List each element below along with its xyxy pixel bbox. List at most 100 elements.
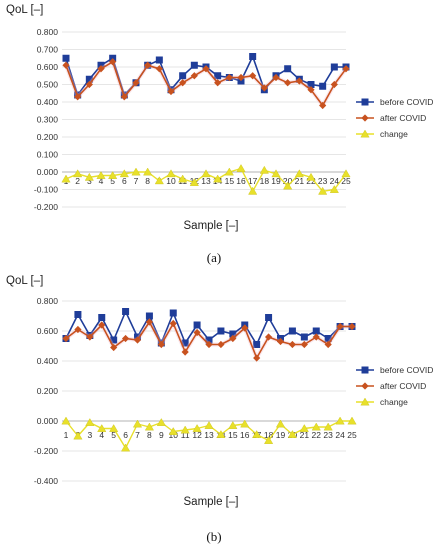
y-axis-title: QoL [–]: [6, 275, 43, 287]
legend-label: before COVID: [380, 365, 433, 375]
x-tick-label: 8: [145, 176, 150, 186]
series-line: [65, 55, 346, 96]
data-point: [342, 65, 350, 73]
series-before-covid: [62, 53, 350, 99]
data-point: [265, 314, 273, 321]
data-point: [300, 333, 308, 341]
y-tick-label: 0.800: [37, 296, 59, 306]
data-point: [98, 321, 106, 329]
data-point: [275, 419, 286, 428]
data-point: [229, 334, 237, 343]
y-tick-label: -0.200: [34, 446, 58, 456]
data-point: [73, 431, 83, 440]
y-gridlines: [62, 31, 346, 208]
data-point: [109, 58, 117, 66]
data-point: [241, 324, 249, 332]
x-tick-label: 9: [159, 430, 164, 440]
legend-swatch-marker: [361, 98, 369, 106]
data-point: [193, 328, 201, 337]
data-point: [253, 354, 261, 362]
data-point: [180, 425, 190, 434]
chart-panel-b: QoL [–] 0.800 0.600 0.400 0.200 0.000 -0.200 -…: [6, 275, 433, 544]
data-point: [253, 341, 261, 348]
legend-swatch-marker: [361, 114, 369, 122]
data-point: [193, 321, 201, 329]
legend-swatch-marker: [360, 129, 370, 138]
data-point: [110, 336, 118, 344]
data-point: [145, 318, 154, 326]
data-point: [259, 165, 269, 174]
data-point: [335, 416, 345, 425]
y-tick-label: 0.800: [37, 27, 59, 37]
data-point: [248, 186, 258, 195]
data-point: [169, 319, 177, 328]
x-tick-label: 22: [312, 430, 322, 440]
y-tick-label: 0.400: [37, 97, 59, 107]
data-point: [181, 348, 189, 356]
series-layer: [61, 308, 357, 452]
data-point: [341, 169, 351, 178]
x-tick-label: 24: [335, 430, 345, 440]
x-tick-label: 6: [123, 430, 128, 440]
x-tick-label: 11: [181, 430, 190, 440]
data-point: [61, 174, 71, 183]
data-point: [133, 336, 142, 344]
legend-label: change: [380, 129, 408, 139]
data-point: [324, 340, 332, 349]
y-tick-label: -0.200: [34, 202, 58, 212]
x-tick-label: 18: [260, 176, 270, 186]
data-point: [312, 327, 320, 335]
x-tick-label: 21: [295, 176, 305, 186]
legend-swatch-marker: [360, 397, 370, 406]
data-point: [109, 424, 119, 432]
x-tick-label: 10: [166, 176, 176, 186]
data-point: [204, 421, 214, 429]
legend-label: after COVID: [380, 381, 426, 391]
data-point: [236, 164, 246, 172]
data-point: [276, 337, 285, 346]
x-tick-label: 23: [323, 430, 333, 440]
data-point: [295, 77, 303, 85]
y-tick-labels: 0.800 0.700 0.600 0.500 0.400 0.300 0.200 0.100…: [34, 27, 58, 212]
x-tick-label: 12: [192, 430, 202, 440]
x-tick-label: 10: [169, 430, 179, 440]
data-point: [307, 81, 315, 88]
data-point: [97, 424, 107, 432]
data-point: [260, 84, 268, 92]
x-tick-label: 3: [87, 176, 92, 186]
legend: before COVID after COVID change: [356, 97, 433, 139]
data-point: [249, 53, 257, 60]
data-point: [190, 72, 198, 80]
chart-panel-a: QoL [–] 0.8000.7000.6000.5000.4000.3000.…: [6, 4, 433, 265]
data-point: [157, 340, 165, 349]
x-tick-label: 25: [341, 176, 351, 186]
data-point: [264, 436, 274, 444]
data-point: [179, 79, 187, 87]
y-tick-label: 0.100: [37, 150, 59, 160]
data-point: [306, 172, 316, 181]
data-point: [144, 422, 154, 431]
data-point: [97, 65, 105, 73]
x-tick-label: 22: [306, 176, 316, 186]
data-point: [284, 79, 292, 87]
y-tick-label: 0.700: [37, 45, 59, 55]
data-point: [132, 419, 143, 428]
data-point: [62, 61, 70, 69]
x-tick-label: 5: [111, 430, 116, 440]
data-point: [240, 419, 250, 428]
x-tick-labels: 1234567891011121314151617181920212223242…: [64, 430, 357, 440]
data-point: [169, 309, 177, 317]
figure-caption: (b): [206, 529, 221, 544]
data-point: [347, 416, 357, 425]
x-tick-label: 19: [271, 176, 281, 186]
data-point: [74, 93, 82, 101]
data-point: [319, 101, 327, 110]
data-point: [179, 72, 187, 80]
x-tick-label: 7: [135, 430, 140, 440]
data-point: [252, 430, 262, 438]
legend-label: after COVID: [380, 113, 426, 123]
data-point: [122, 308, 130, 315]
data-point: [201, 169, 211, 178]
data-point: [312, 333, 320, 341]
